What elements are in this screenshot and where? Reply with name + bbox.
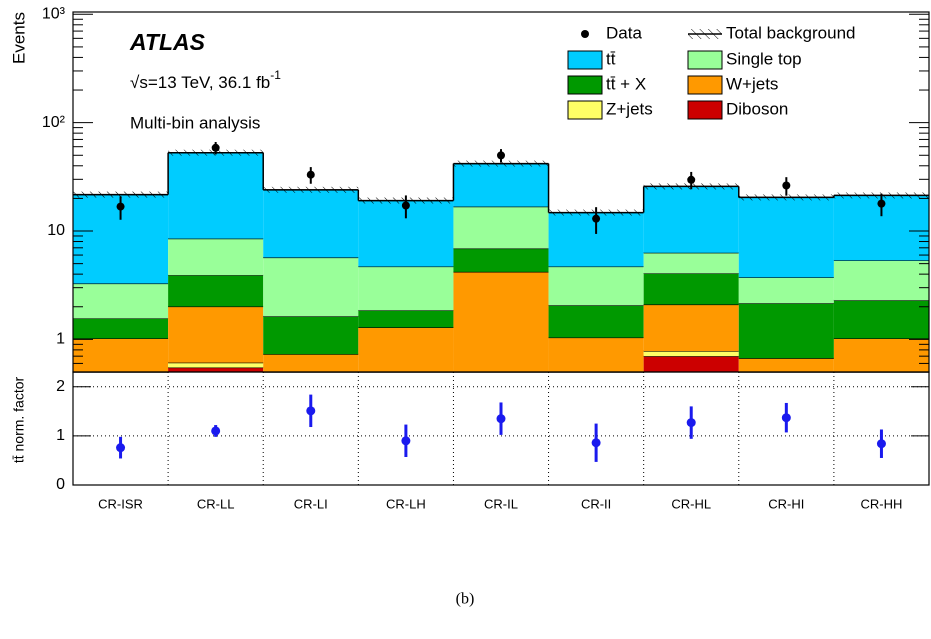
- data-point: [687, 175, 696, 184]
- y-axis-label: tt̄ norm. factor: [11, 376, 27, 463]
- stack-segment: [168, 306, 264, 363]
- x-tick-label: CR-LH: [386, 496, 426, 511]
- stack-segment: [643, 273, 739, 305]
- data-point: [782, 181, 791, 190]
- experiment-label: ATLAS: [129, 29, 206, 55]
- stack-segment: [168, 367, 264, 372]
- norm-factor-point: [401, 436, 411, 446]
- stack-segment: [73, 283, 169, 319]
- data-point: [401, 201, 410, 210]
- x-tick-label: CR-II: [581, 496, 611, 511]
- y-tick-label: 0: [56, 476, 65, 493]
- energy-text: √s=13 TeV, 36.1 fb: [130, 73, 270, 92]
- legend-label: Z+jets: [606, 99, 653, 118]
- caption: (b): [456, 591, 475, 608]
- y-tick-label: 2: [56, 378, 65, 395]
- stack-segment: [168, 238, 264, 276]
- x-tick-label: CR-LL: [197, 496, 235, 511]
- norm-factor-point: [781, 413, 791, 423]
- data-point: [306, 170, 315, 179]
- x-tick-label: CR-LI: [294, 496, 328, 511]
- norm-factor-point: [686, 418, 696, 428]
- stack-segment: [453, 271, 549, 372]
- data-point: [497, 151, 505, 160]
- stack-segment: [643, 351, 739, 357]
- legend-label: tt̄ + X: [606, 74, 646, 93]
- stack-segment: [263, 257, 359, 317]
- norm-factor-point: [306, 406, 316, 416]
- norm-factor-point: [591, 438, 601, 448]
- x-tick-label: CR-ISR: [98, 496, 143, 511]
- stack-segment: [643, 252, 739, 274]
- stack-segment: [833, 338, 929, 372]
- y-tick-label: 10³: [42, 6, 66, 23]
- stack-segment: [833, 300, 929, 339]
- stack-segment: [548, 266, 644, 306]
- analysis-label: Multi-bin analysis: [130, 113, 260, 132]
- stack-segment: [73, 318, 169, 339]
- y-axis-label: Events: [9, 12, 28, 64]
- stack-segment: [358, 327, 454, 372]
- stack-segment: [738, 197, 834, 278]
- stack-segment: [643, 356, 739, 372]
- stack-segment: [168, 152, 264, 239]
- legend-label: Diboson: [726, 99, 788, 118]
- stack-segment: [168, 362, 264, 368]
- stack-segment: [738, 277, 834, 304]
- stack-segment: [263, 354, 359, 372]
- stack-segment: [548, 337, 644, 372]
- legend-label: Data: [606, 23, 642, 42]
- x-tick-label: CR-HL: [671, 496, 711, 511]
- legend-label: Total background: [726, 23, 855, 42]
- data-point: [877, 199, 886, 208]
- x-tick-label: CR-IL: [484, 496, 518, 511]
- norm-factor-point: [496, 414, 506, 424]
- x-tick-label: CR-HH: [860, 496, 902, 511]
- legend-swatch: [687, 100, 723, 120]
- stack-segment: [168, 275, 264, 307]
- stack-segment: [738, 358, 834, 372]
- legend-swatch: [687, 50, 723, 70]
- norm-factor-point: [116, 443, 126, 453]
- energy-superscript: -1: [270, 68, 281, 82]
- y-tick-label: 10: [47, 222, 65, 239]
- stack-segment: [643, 304, 739, 352]
- stack-segment: [263, 316, 359, 355]
- data-point: [116, 202, 125, 211]
- legend-swatch: [687, 75, 723, 95]
- legend-label: tt̄: [606, 49, 616, 68]
- norm-factor-point: [876, 439, 886, 449]
- stack-segment: [453, 248, 549, 272]
- upper-frame: [72, 11, 930, 373]
- y-tick-label: 1: [56, 427, 65, 444]
- legend-swatch: [567, 75, 603, 95]
- data-point: [211, 143, 220, 152]
- y-tick-label: 1: [56, 331, 65, 348]
- stack-segment: [358, 266, 454, 311]
- data-point: [592, 214, 601, 223]
- legend-swatch: [567, 50, 603, 70]
- stack-segment: [738, 303, 834, 359]
- legend-label: Single top: [726, 49, 802, 68]
- y-tick-label: 10²: [42, 114, 66, 131]
- energy-label: √s=13 TeV, 36.1 fb-1: [130, 68, 281, 92]
- stack-segment: [358, 310, 454, 328]
- norm-factor-point: [211, 426, 221, 436]
- legend-label: W+jets: [726, 74, 778, 93]
- stack-segment: [453, 163, 549, 207]
- stack-segment: [263, 189, 359, 258]
- stack-segment: [453, 206, 549, 249]
- legend-swatch: [567, 100, 603, 120]
- stack-segment: [548, 305, 644, 338]
- stack-segment: [643, 186, 739, 253]
- legend-data-marker: [581, 30, 589, 38]
- x-tick-label: CR-HI: [768, 496, 804, 511]
- stack-segment: [73, 338, 169, 372]
- stack-segment: [833, 260, 929, 301]
